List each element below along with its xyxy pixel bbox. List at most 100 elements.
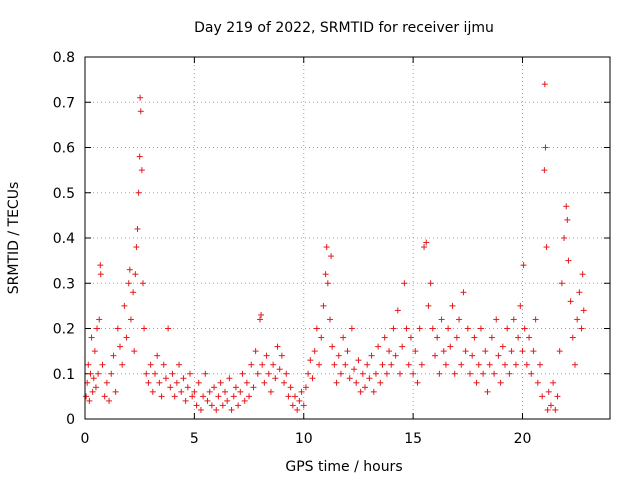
data-point — [184, 384, 191, 391]
data-point — [414, 379, 421, 386]
data-point — [377, 379, 384, 386]
data-point — [248, 361, 255, 368]
data-point — [346, 375, 353, 382]
data-point — [305, 370, 312, 377]
data-point — [265, 370, 272, 377]
data-point — [458, 361, 465, 368]
data-point — [569, 334, 576, 341]
data-point — [141, 325, 148, 332]
data-point — [436, 370, 443, 377]
data-point — [165, 325, 172, 332]
data-point — [285, 393, 292, 400]
data-point — [127, 316, 134, 323]
data-point — [410, 370, 417, 377]
data-point — [517, 302, 524, 309]
data-point — [162, 375, 169, 382]
data-point — [110, 352, 117, 359]
axis-ticks: 0 0.1 0.2 0.3 0.4 0.5 0.6 0.7 0.8 0 5 10 15 20 — [53, 50, 610, 447]
data-point — [523, 361, 530, 368]
data-point — [117, 343, 123, 350]
data-point — [447, 343, 454, 350]
data-point — [222, 388, 228, 395]
data-point — [272, 375, 279, 382]
data-point — [475, 361, 482, 368]
data-point — [366, 375, 373, 382]
data-point — [318, 334, 325, 341]
data-point — [219, 402, 226, 409]
data-point — [300, 402, 307, 409]
data-point — [86, 397, 93, 404]
data-point — [270, 361, 277, 368]
data-point — [453, 334, 460, 341]
data-point — [121, 302, 128, 309]
data-point — [213, 406, 220, 413]
data-point — [307, 357, 314, 364]
data-point — [333, 379, 340, 386]
data-point — [298, 388, 305, 395]
data-point — [322, 271, 329, 278]
data-point — [477, 325, 484, 332]
data-point — [313, 325, 320, 332]
data-point — [530, 348, 537, 355]
data-point — [224, 397, 231, 404]
data-point — [467, 370, 473, 377]
data-point — [418, 361, 425, 368]
data-point — [217, 379, 224, 386]
data-point — [508, 348, 515, 355]
data-point — [534, 379, 541, 386]
data-point — [243, 379, 250, 386]
data-point — [556, 348, 563, 355]
chart-title: Day 219 of 2022, SRMTID for receiver ijm… — [194, 20, 494, 36]
data-point — [97, 271, 104, 278]
data-point — [440, 348, 447, 355]
data-point — [372, 370, 379, 377]
data-point — [169, 370, 176, 377]
data-point — [379, 361, 386, 368]
data-point — [399, 343, 406, 350]
data-point — [438, 316, 445, 323]
data-point — [388, 361, 395, 368]
data-point — [281, 379, 288, 386]
data-point — [390, 325, 397, 332]
y-tick-label: 0 — [66, 412, 75, 428]
data-point — [137, 108, 144, 115]
data-point — [416, 325, 423, 332]
data-point — [324, 280, 331, 287]
data-point — [353, 379, 360, 386]
data-point — [512, 361, 519, 368]
data-point — [123, 334, 130, 341]
data-point — [329, 343, 336, 350]
y-tick-label: 0.3 — [53, 276, 75, 292]
data-point — [152, 370, 158, 377]
data-point — [544, 406, 551, 413]
data-point — [541, 81, 548, 88]
data-point — [228, 406, 235, 413]
x-tick-label: 20 — [514, 431, 532, 447]
data-point — [397, 370, 403, 377]
data-point — [362, 384, 368, 391]
data-point — [542, 144, 549, 151]
data-point — [112, 388, 119, 395]
data-point — [156, 379, 163, 386]
data-point — [331, 361, 338, 368]
data-point — [103, 379, 110, 386]
data-point — [449, 302, 456, 309]
y-tick-label: 0.6 — [53, 141, 75, 157]
data-point — [125, 280, 132, 287]
data-point — [252, 348, 259, 355]
data-point — [368, 352, 375, 359]
data-point — [145, 379, 152, 386]
data-point — [370, 388, 377, 395]
data-point — [434, 334, 441, 341]
data-point — [294, 406, 301, 413]
data-point — [499, 343, 506, 350]
data-point — [486, 361, 493, 368]
data-point — [237, 388, 244, 395]
data-point — [572, 361, 578, 368]
data-point — [267, 388, 274, 395]
data-point — [469, 352, 476, 359]
data-point — [558, 280, 565, 287]
data-point — [563, 203, 570, 210]
data-point — [519, 348, 526, 355]
data-point — [97, 262, 104, 269]
